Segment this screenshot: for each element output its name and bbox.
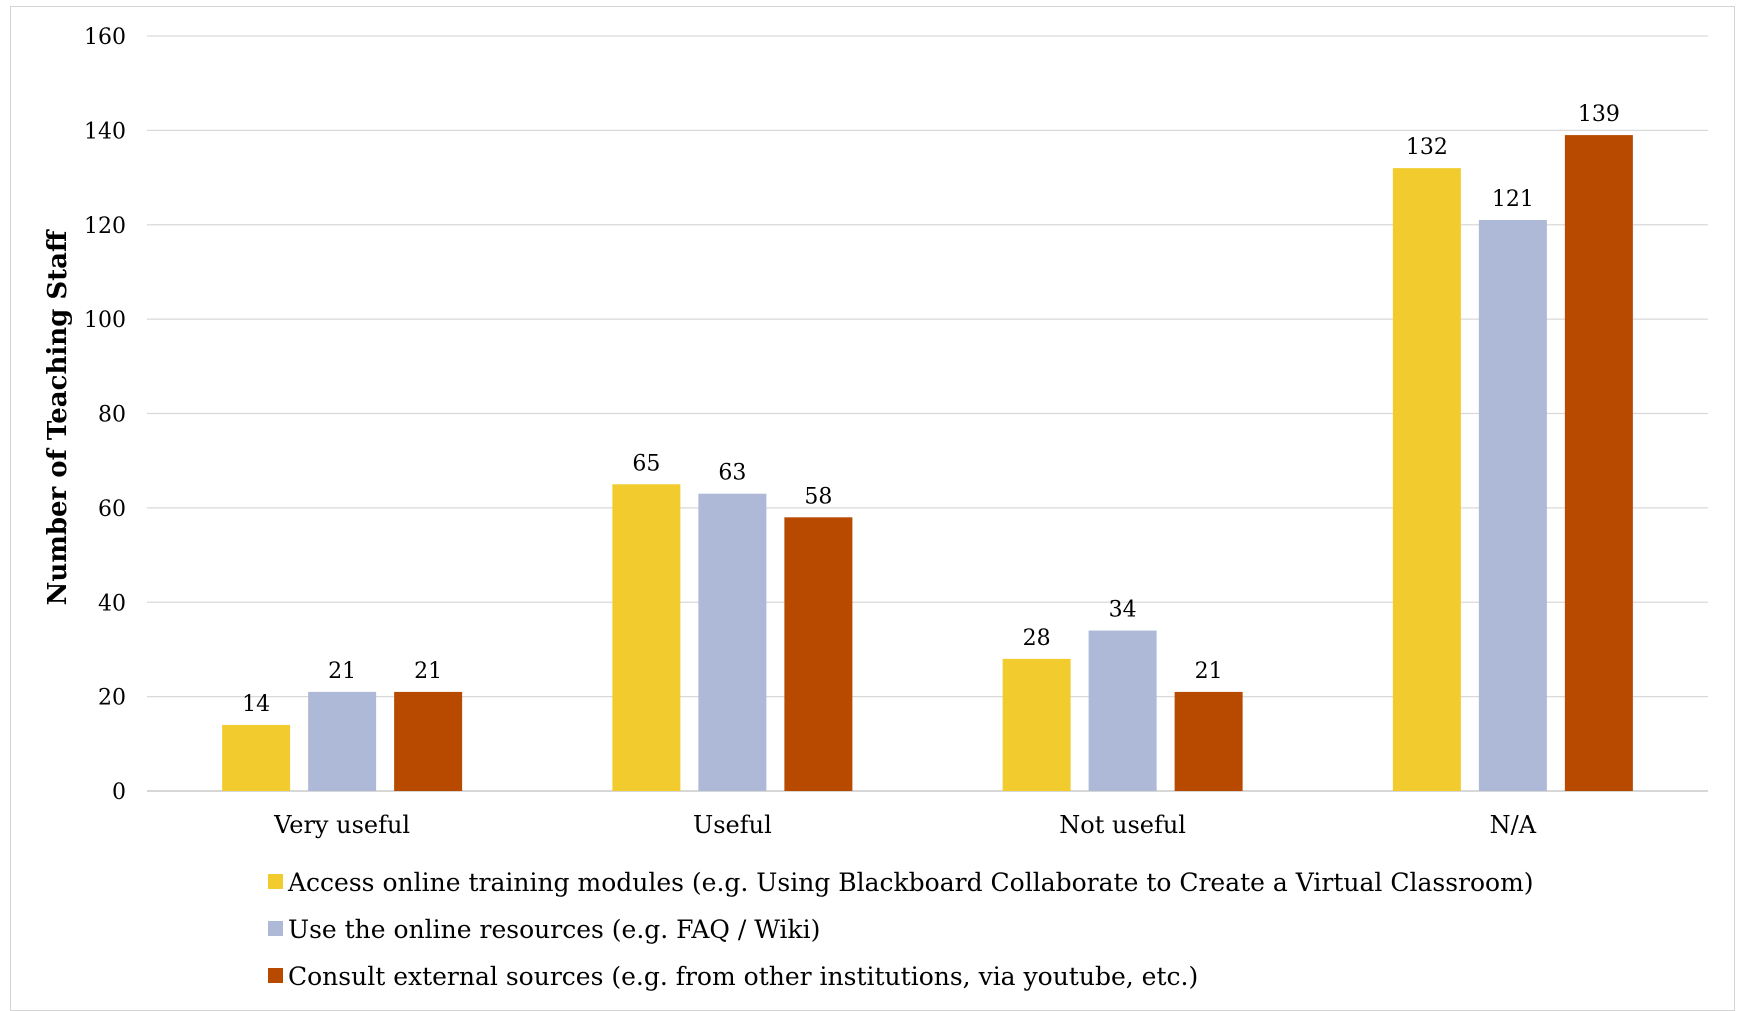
y-tick-label: 60 (98, 497, 126, 522)
data-label: 132 (1406, 135, 1448, 160)
data-label: 21 (414, 659, 442, 684)
data-label: 58 (804, 484, 832, 509)
y-tick-label: 40 (98, 591, 126, 616)
data-labels: 14 21 21 65 63 58 28 34 21 132 121 139 (242, 102, 1620, 717)
bar (784, 517, 853, 791)
y-tick-label: 0 (112, 780, 126, 805)
bar (308, 691, 377, 791)
y-tick-label: 100 (84, 308, 126, 333)
gridlines (147, 35, 1708, 792)
bars (222, 135, 1633, 791)
legend-swatch (268, 968, 283, 983)
y-tick-label: 140 (84, 119, 126, 144)
legend-entry-label: Consult external sources (e.g. from othe… (288, 962, 1198, 991)
bar (1392, 168, 1461, 791)
bar (1564, 135, 1633, 791)
y-tick-label: 80 (98, 403, 126, 428)
y-tick-label: 160 (84, 25, 126, 50)
legend-swatch (268, 921, 283, 936)
y-axis-label: Number of Teaching Staff (43, 229, 73, 605)
data-label: 21 (328, 659, 356, 684)
y-tick-label: 120 (84, 214, 126, 239)
bar (612, 484, 681, 791)
bar (1174, 691, 1243, 791)
x-category-label: Very useful (273, 811, 410, 839)
legend: Access online training modules (e.g. Usi… (268, 868, 1534, 991)
data-label: 139 (1578, 102, 1620, 127)
data-label: 21 (1195, 659, 1223, 684)
data-label: 34 (1109, 598, 1137, 623)
x-category-label: Not useful (1059, 811, 1186, 839)
legend-entry-label: Use the online resources (e.g. FAQ / Wik… (288, 915, 820, 944)
data-label: 65 (632, 451, 660, 476)
y-tick-label: 20 (98, 686, 126, 711)
bar (698, 493, 767, 791)
bar (394, 691, 463, 791)
data-label: 63 (718, 461, 746, 486)
data-label: 14 (242, 692, 270, 717)
bar (1002, 658, 1071, 791)
data-label: 121 (1492, 187, 1534, 212)
legend-swatch (268, 874, 283, 889)
bar (222, 724, 291, 791)
data-label: 28 (1023, 626, 1051, 651)
y-axis-ticks: 0 20 40 60 80 100 120 140 160 (84, 25, 126, 805)
x-category-label: N/A (1490, 811, 1537, 839)
x-axis-categories: Very useful Useful Not useful N/A (273, 811, 1537, 839)
x-category-label: Useful (693, 811, 772, 839)
bar (1088, 630, 1157, 791)
bar (1478, 220, 1547, 791)
legend-entry-label: Access online training modules (e.g. Usi… (287, 868, 1534, 897)
